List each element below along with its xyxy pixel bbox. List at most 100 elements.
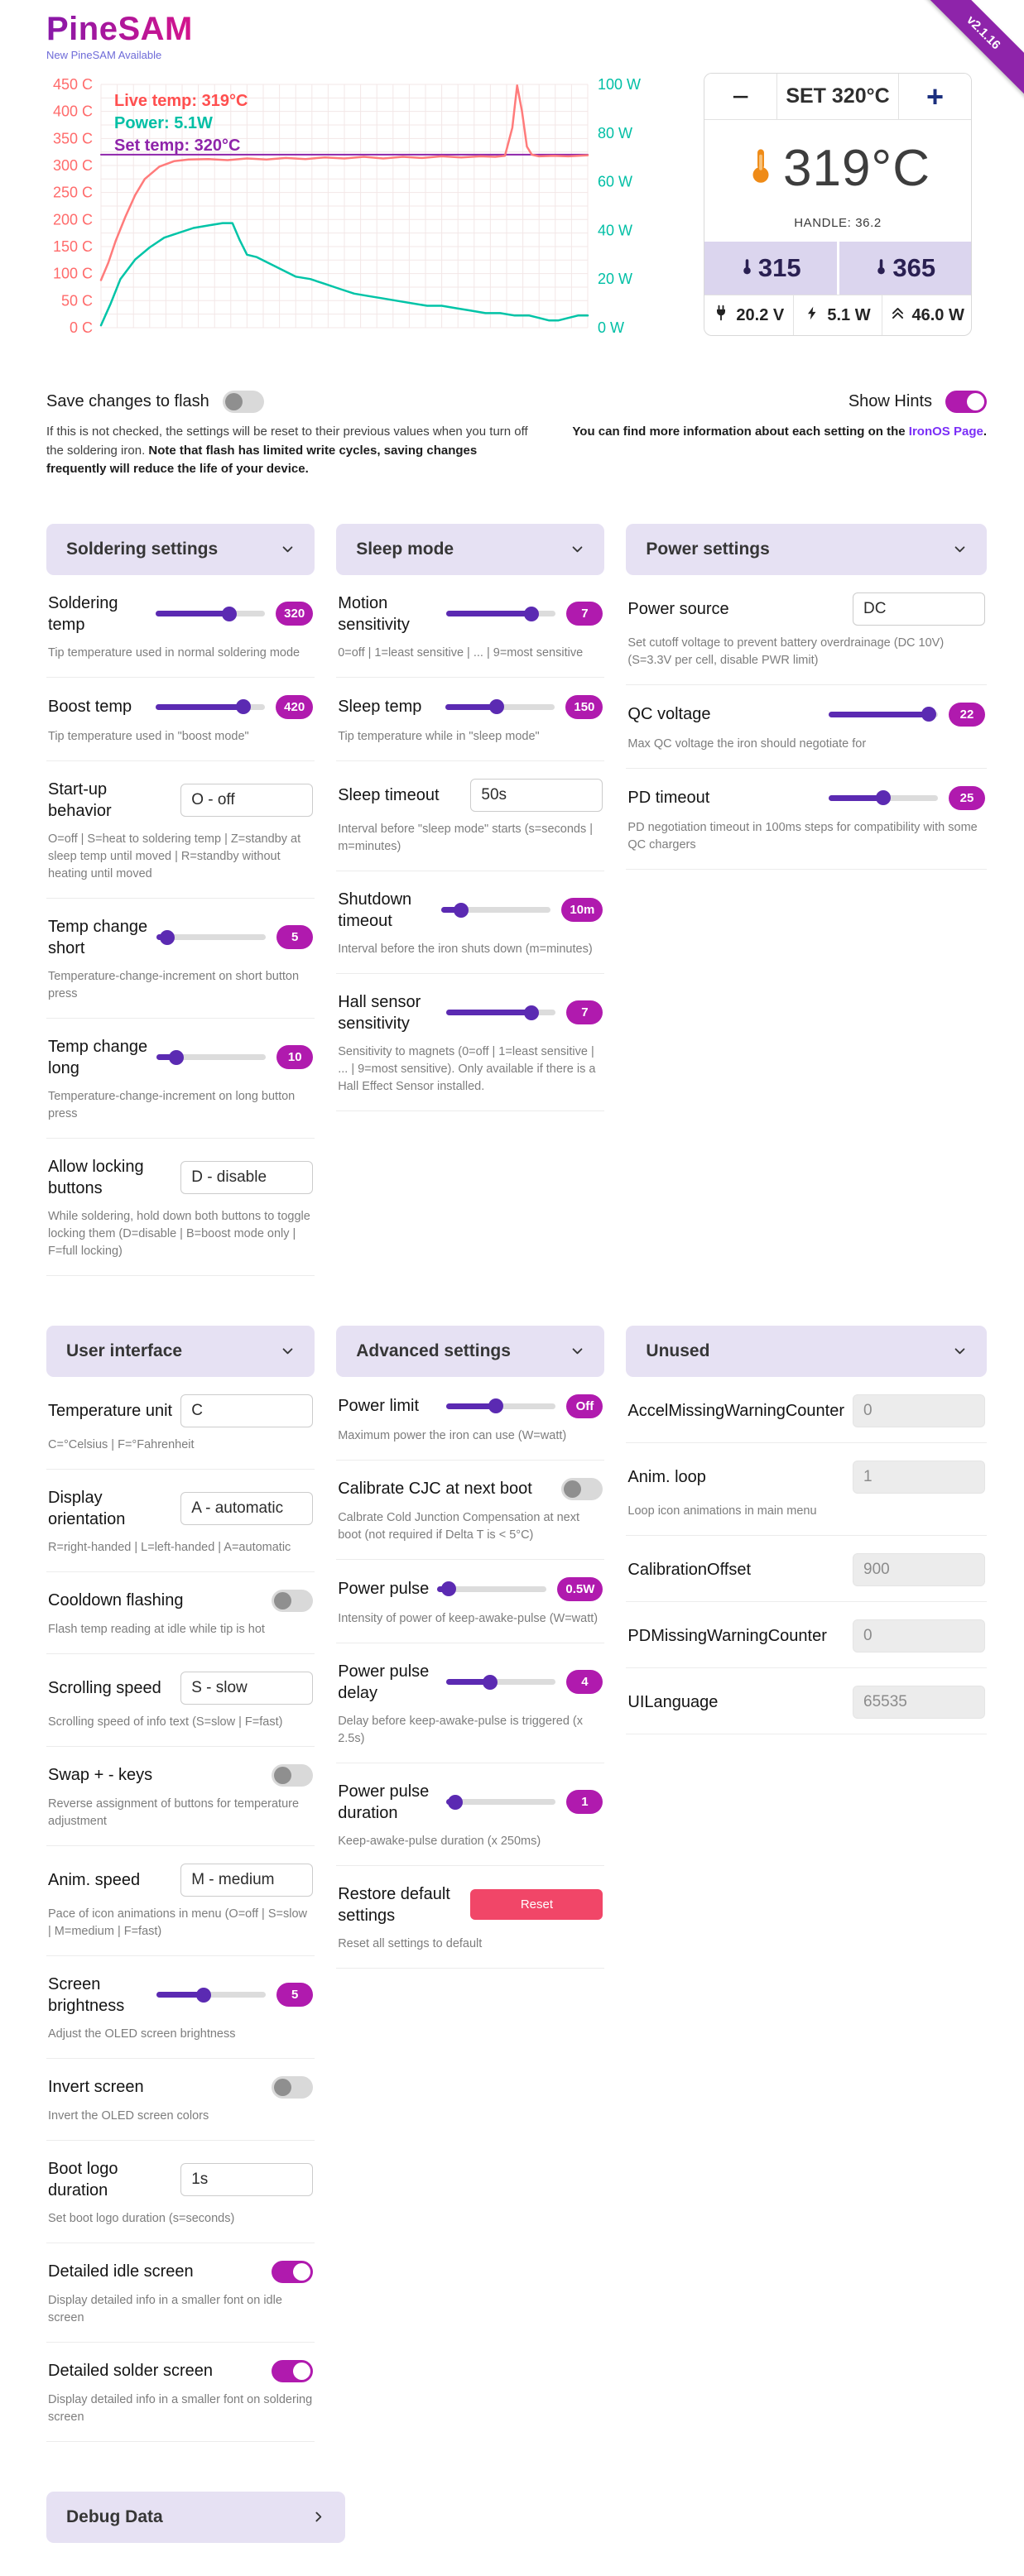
- slider-fill: [156, 1992, 204, 1998]
- slider-thumb[interactable]: [454, 902, 469, 918]
- debug-data-card: Debug Data: [46, 2491, 345, 2543]
- flags-row: Save changes to flash If this is not che…: [46, 391, 987, 479]
- slider-thumb[interactable]: [221, 606, 237, 621]
- save-flash-toggle[interactable]: [222, 391, 264, 413]
- card-rows: Soldering temp 320 Tip temperature used in…: [46, 575, 315, 1276]
- setting-toggle[interactable]: [272, 2260, 314, 2283]
- slider-thumb[interactable]: [235, 699, 251, 715]
- setting-input[interactable]: [180, 1160, 314, 1194]
- slider-thumb[interactable]: [160, 929, 175, 945]
- decrease-temp-button[interactable]: −: [704, 74, 777, 119]
- show-hints-toggle[interactable]: [945, 391, 987, 413]
- setting-toggle[interactable]: [272, 1763, 314, 1787]
- setting-input[interactable]: [180, 1671, 314, 1705]
- app-logo: PineSAM: [46, 11, 193, 47]
- setting-slider[interactable]: [156, 606, 266, 621]
- setting-slider[interactable]: [446, 1005, 556, 1020]
- setting-slider[interactable]: [446, 1674, 556, 1690]
- svg-text:Set temp: 320°C: Set temp: 320°C: [114, 137, 241, 155]
- setting-desc: O=off | S=heat to soldering temp | Z=sta…: [48, 832, 301, 880]
- setting-slider[interactable]: [437, 1581, 547, 1597]
- svg-text:50 C: 50 C: [61, 292, 93, 309]
- chevron-right-icon: [311, 2510, 325, 2524]
- slider-thumb[interactable]: [195, 1987, 211, 2003]
- setting-row-top: UILanguage: [627, 1685, 985, 1719]
- setting-slider[interactable]: [156, 699, 266, 715]
- slider-thumb[interactable]: [876, 790, 891, 806]
- slider-thumb[interactable]: [921, 707, 937, 722]
- setting-slider[interactable]: [156, 929, 267, 945]
- setting-toggle[interactable]: [272, 1589, 314, 1612]
- setting-slider[interactable]: [829, 790, 938, 806]
- setting-slider[interactable]: [446, 606, 556, 621]
- settings-card: Unused AccelMissingWarningCounter Anim. lo…: [626, 1325, 987, 1734]
- setting-row-top: Soldering temp 320: [48, 592, 314, 636]
- setting-input[interactable]: [180, 1394, 314, 1427]
- setting-input[interactable]: [180, 1491, 314, 1525]
- setting-slider[interactable]: [156, 1049, 267, 1065]
- chevron-down-icon: [570, 1344, 584, 1358]
- setting-row: Power pulse delay 4 Delay before keep-awak…: [336, 1643, 605, 1763]
- setting-control: [180, 2162, 314, 2196]
- setting-input[interactable]: [180, 2162, 314, 2196]
- preset-button-365[interactable]: 365: [839, 242, 971, 295]
- slider-thumb[interactable]: [524, 1005, 540, 1020]
- setting-label: Temp change short: [48, 917, 148, 957]
- debug-data-header[interactable]: Debug Data: [46, 2491, 345, 2543]
- slider-thumb[interactable]: [168, 1049, 184, 1065]
- setting-input[interactable]: [853, 1619, 985, 1653]
- setting-label: Invert screen: [48, 2078, 144, 2097]
- setting-slider[interactable]: [829, 707, 938, 722]
- setting-control: [470, 778, 603, 812]
- header: PineSAM New PineSAM Available: [46, 12, 1024, 61]
- setting-row: Anim. speed Pace of icon animations in me…: [46, 1846, 315, 1956]
- card-header[interactable]: Sleep mode: [336, 523, 605, 575]
- ironos-page-link[interactable]: IronOS Page: [908, 425, 983, 439]
- setting-label: Start-up behavior: [48, 780, 112, 820]
- slider-thumb[interactable]: [440, 1581, 456, 1597]
- setting-slider[interactable]: [446, 1398, 556, 1414]
- setting-row: AccelMissingWarningCounter: [626, 1377, 987, 1443]
- setting-row: Swap + - keys Reverse assignment of butto…: [46, 1747, 315, 1846]
- setting-input[interactable]: [853, 1460, 985, 1494]
- card-header[interactable]: Unused: [626, 1325, 987, 1377]
- setting-input[interactable]: [470, 778, 603, 812]
- setting-slider[interactable]: [441, 902, 551, 918]
- settings-card: Soldering settings Soldering temp 320 Tip t…: [46, 523, 315, 1276]
- slider-thumb[interactable]: [447, 1794, 463, 1810]
- setting-desc: Maximum power the iron can use (W=watt): [338, 1428, 567, 1442]
- preset-button-315[interactable]: 315: [704, 242, 837, 295]
- card-header[interactable]: User interface: [46, 1325, 315, 1377]
- setting-toggle[interactable]: [272, 2359, 314, 2382]
- increase-temp-button[interactable]: +: [898, 74, 971, 119]
- current-temp-display: 319°C: [704, 120, 971, 216]
- setting-input[interactable]: [180, 1863, 314, 1897]
- setting-input[interactable]: [853, 1552, 985, 1586]
- card-header[interactable]: Soldering settings: [46, 523, 315, 575]
- setting-row-top: Anim. speed: [48, 1863, 314, 1897]
- slider-thumb[interactable]: [489, 699, 505, 715]
- setting-toggle[interactable]: [561, 1477, 603, 1500]
- setting-row: PDMissingWarningCounter: [626, 1602, 987, 1668]
- reset-button[interactable]: Reset: [470, 1889, 603, 1921]
- setting-input[interactable]: [853, 1394, 985, 1427]
- slider-thumb[interactable]: [488, 1398, 503, 1414]
- svg-text:80 W: 80 W: [598, 125, 632, 142]
- setting-input[interactable]: [853, 592, 985, 626]
- svg-text:300 C: 300 C: [53, 157, 93, 174]
- card-header[interactable]: Power settings: [626, 523, 987, 575]
- setting-desc: Pace of icon animations in menu (O=off |…: [48, 1907, 307, 1938]
- setting-input[interactable]: [180, 783, 314, 817]
- card-header[interactable]: Advanced settings: [336, 1325, 605, 1377]
- slider-thumb[interactable]: [524, 606, 540, 621]
- stat-value: 5.1 W: [827, 305, 871, 324]
- update-link[interactable]: New PineSAM Available: [46, 49, 162, 61]
- setting-toggle[interactable]: [272, 2075, 314, 2099]
- setting-slider[interactable]: [156, 1987, 267, 2003]
- setting-value-badge: 7: [566, 1000, 603, 1025]
- setting-row-top: Shutdown timeout 10m: [338, 889, 603, 932]
- setting-slider[interactable]: [445, 699, 555, 715]
- setting-input[interactable]: [853, 1685, 985, 1719]
- slider-thumb[interactable]: [483, 1674, 498, 1690]
- setting-slider[interactable]: [446, 1794, 556, 1810]
